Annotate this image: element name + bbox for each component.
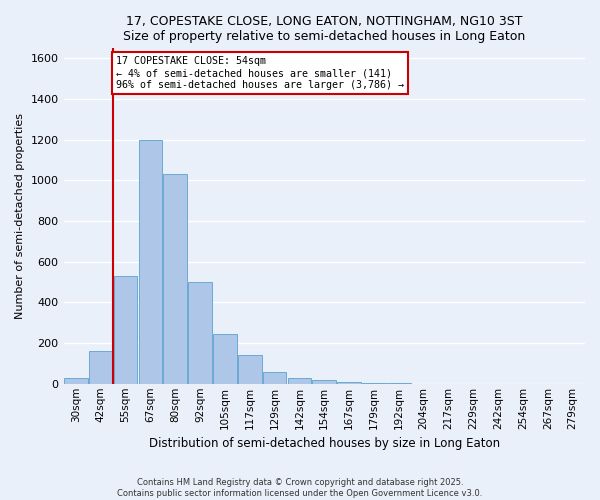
Y-axis label: Number of semi-detached properties: Number of semi-detached properties <box>15 113 25 319</box>
Bar <box>89 351 113 384</box>
X-axis label: Distribution of semi-detached houses by size in Long Eaton: Distribution of semi-detached houses by … <box>149 437 500 450</box>
Text: 17 COPESTAKE CLOSE: 54sqm
← 4% of semi-detached houses are smaller (141)
96% of : 17 COPESTAKE CLOSE: 54sqm ← 4% of semi-d… <box>116 56 404 90</box>
Bar <box>163 174 187 384</box>
Bar <box>337 382 361 384</box>
Bar <box>362 382 386 384</box>
Bar <box>263 372 286 384</box>
Bar <box>238 356 262 384</box>
Title: 17, COPESTAKE CLOSE, LONG EATON, NOTTINGHAM, NG10 3ST
Size of property relative : 17, COPESTAKE CLOSE, LONG EATON, NOTTING… <box>123 15 526 43</box>
Bar <box>188 282 212 384</box>
Bar <box>139 140 162 384</box>
Bar <box>287 378 311 384</box>
Bar <box>114 276 137 384</box>
Bar <box>64 378 88 384</box>
Text: Contains HM Land Registry data © Crown copyright and database right 2025.
Contai: Contains HM Land Registry data © Crown c… <box>118 478 482 498</box>
Bar <box>313 380 336 384</box>
Bar <box>213 334 237 384</box>
